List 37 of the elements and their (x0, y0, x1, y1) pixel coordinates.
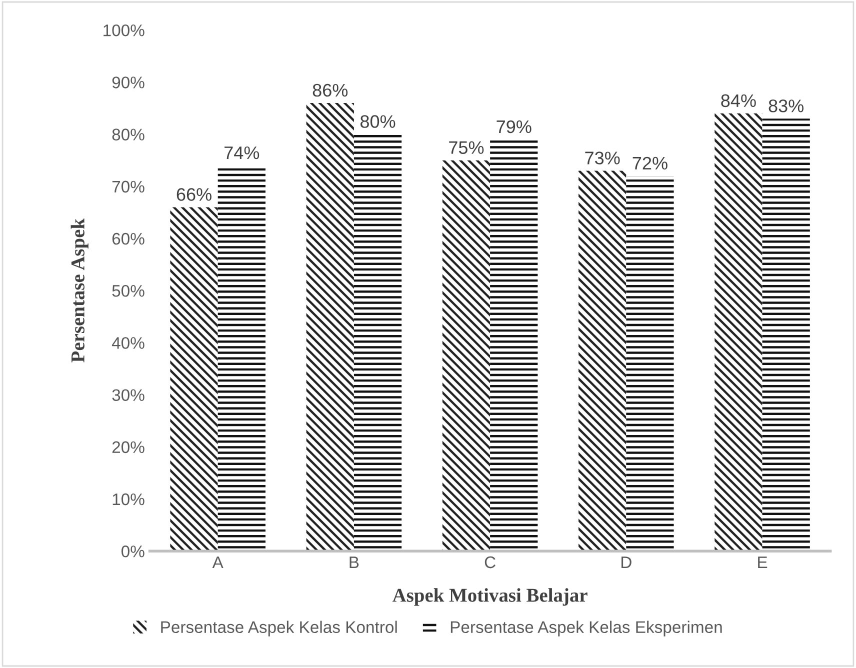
legend-label: Persentase Aspek Kelas Eksperimen (450, 620, 722, 636)
y-tick-label: 10% (112, 493, 144, 506)
data-label: 66% (176, 188, 212, 201)
data-label: 86% (312, 84, 348, 97)
data-label: 84% (721, 94, 756, 108)
data-label: 83% (768, 100, 804, 112)
data-label: 74% (224, 146, 260, 160)
x-tick-label: B (350, 556, 359, 568)
y-tick-label: 80% (112, 128, 144, 140)
bar (170, 207, 218, 552)
bar (490, 139, 538, 552)
bar (442, 160, 490, 552)
y-tick-label: 0% (122, 546, 144, 558)
data-label: 75% (449, 141, 484, 154)
bar (578, 170, 626, 552)
data-label: 72% (632, 156, 668, 170)
legend-label: Persentase Aspek Kelas Kontrol (161, 620, 397, 636)
y-tick-label: 20% (112, 441, 144, 454)
y-tick-label: 70% (112, 180, 144, 193)
y-tick-label: 60% (112, 232, 144, 245)
x-tick-label: A (212, 556, 224, 568)
x-axis-title: Aspek Motivasi Belajar (392, 588, 588, 606)
y-tick-label: 90% (112, 76, 144, 88)
x-tick-label: C (484, 556, 496, 568)
y-tick-label: 100% (104, 24, 144, 36)
data-label: 73% (585, 152, 620, 164)
bar (626, 176, 674, 552)
x-tick-label: D (622, 556, 632, 568)
data-label: 80% (360, 115, 396, 128)
y-tick-label: 40% (112, 337, 144, 349)
bar (714, 113, 762, 552)
bar (306, 103, 354, 552)
data-label: 79% (496, 120, 532, 134)
y-tick-label: 50% (112, 284, 144, 297)
y-axis-title: Persentase Aspek (70, 218, 88, 362)
y-tick-label: 30% (112, 389, 144, 401)
x-tick-label: E (758, 556, 768, 568)
